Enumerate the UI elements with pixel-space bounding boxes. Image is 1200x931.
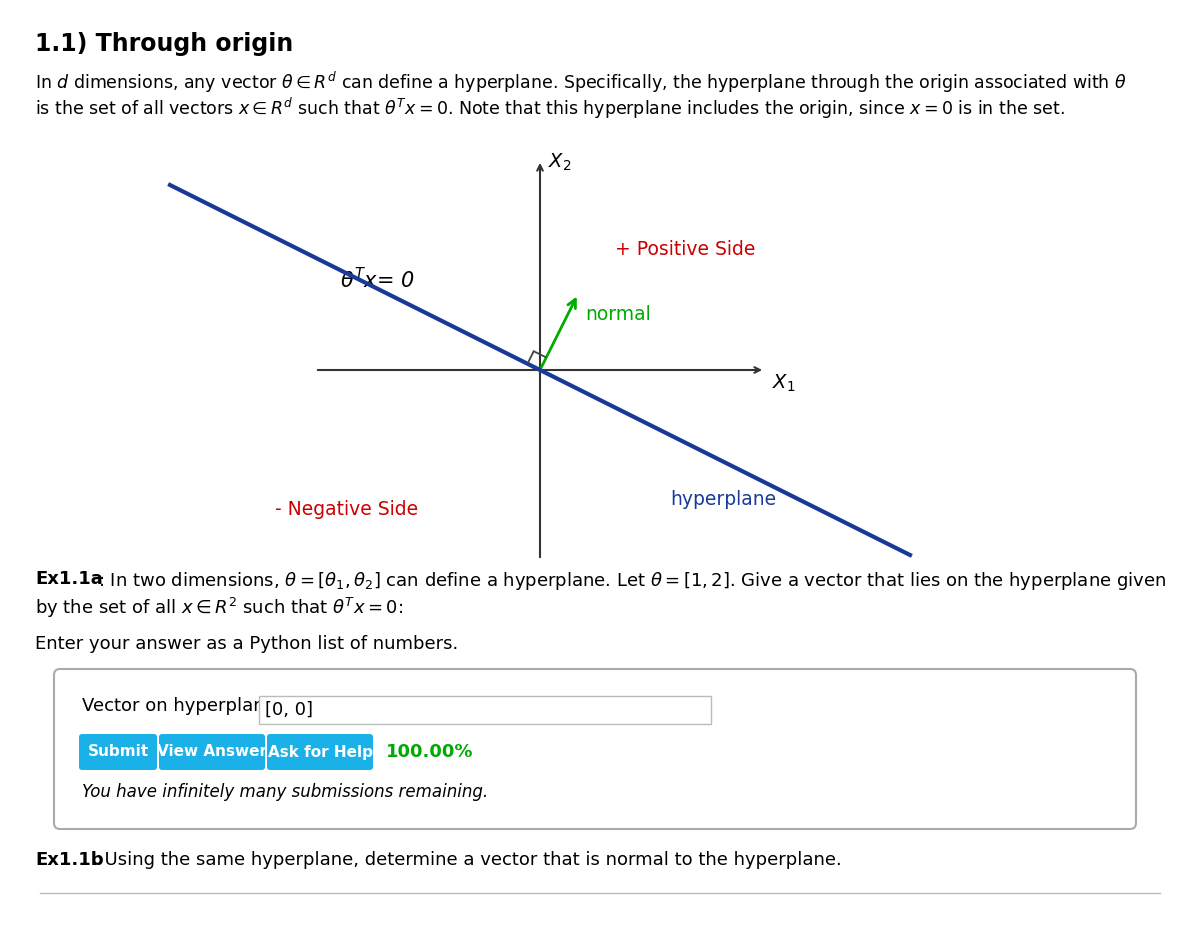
Text: $X_2$: $X_2$ (548, 152, 571, 173)
Text: $X_1$: $X_1$ (772, 373, 796, 395)
Text: Submit: Submit (88, 745, 149, 760)
Text: 1.1) Through origin: 1.1) Through origin (35, 32, 293, 56)
Text: View Answer: View Answer (157, 745, 266, 760)
Text: is the set of all vectors $x \in R^d$ such that $\theta^T x = 0$. Note that this: is the set of all vectors $x \in R^d$ su… (35, 96, 1064, 121)
Text: Vector on hyperplane:: Vector on hyperplane: (82, 697, 282, 715)
FancyBboxPatch shape (54, 669, 1136, 829)
Text: You have infinitely many submissions remaining.: You have infinitely many submissions rem… (82, 783, 488, 801)
Text: In $d$ dimensions, any vector $\theta \in R^d$ can define a hyperplane. Specific: In $d$ dimensions, any vector $\theta \i… (35, 70, 1127, 95)
Text: Ask for Help: Ask for Help (268, 745, 372, 760)
Text: Ex1.1b: Ex1.1b (35, 851, 103, 869)
Text: 100.00%: 100.00% (386, 743, 474, 761)
FancyBboxPatch shape (259, 696, 710, 724)
Text: [0, 0]: [0, 0] (265, 701, 313, 719)
Text: $\theta^T$x= 0: $\theta^T$x= 0 (340, 267, 414, 292)
FancyBboxPatch shape (266, 734, 373, 770)
Text: + Positive Side: + Positive Side (616, 240, 755, 259)
Text: hyperplane: hyperplane (670, 490, 776, 509)
FancyBboxPatch shape (158, 734, 265, 770)
Text: Enter your answer as a Python list of numbers.: Enter your answer as a Python list of nu… (35, 635, 458, 653)
FancyBboxPatch shape (79, 734, 157, 770)
Text: Ex1.1a: Ex1.1a (35, 570, 103, 588)
Text: : In two dimensions, $\theta = [\theta_1, \theta_2]$ can define a hyperplane. Le: : In two dimensions, $\theta = [\theta_1… (98, 570, 1166, 592)
Text: - Negative Side: - Negative Side (275, 500, 418, 519)
Text: normal: normal (586, 305, 650, 325)
Text: . Using the same hyperplane, determine a vector that is normal to the hyperplane: . Using the same hyperplane, determine a… (94, 851, 841, 869)
Text: by the set of all $x \in R^2$ such that $\theta^T x = 0$:: by the set of all $x \in R^2$ such that … (35, 596, 403, 620)
